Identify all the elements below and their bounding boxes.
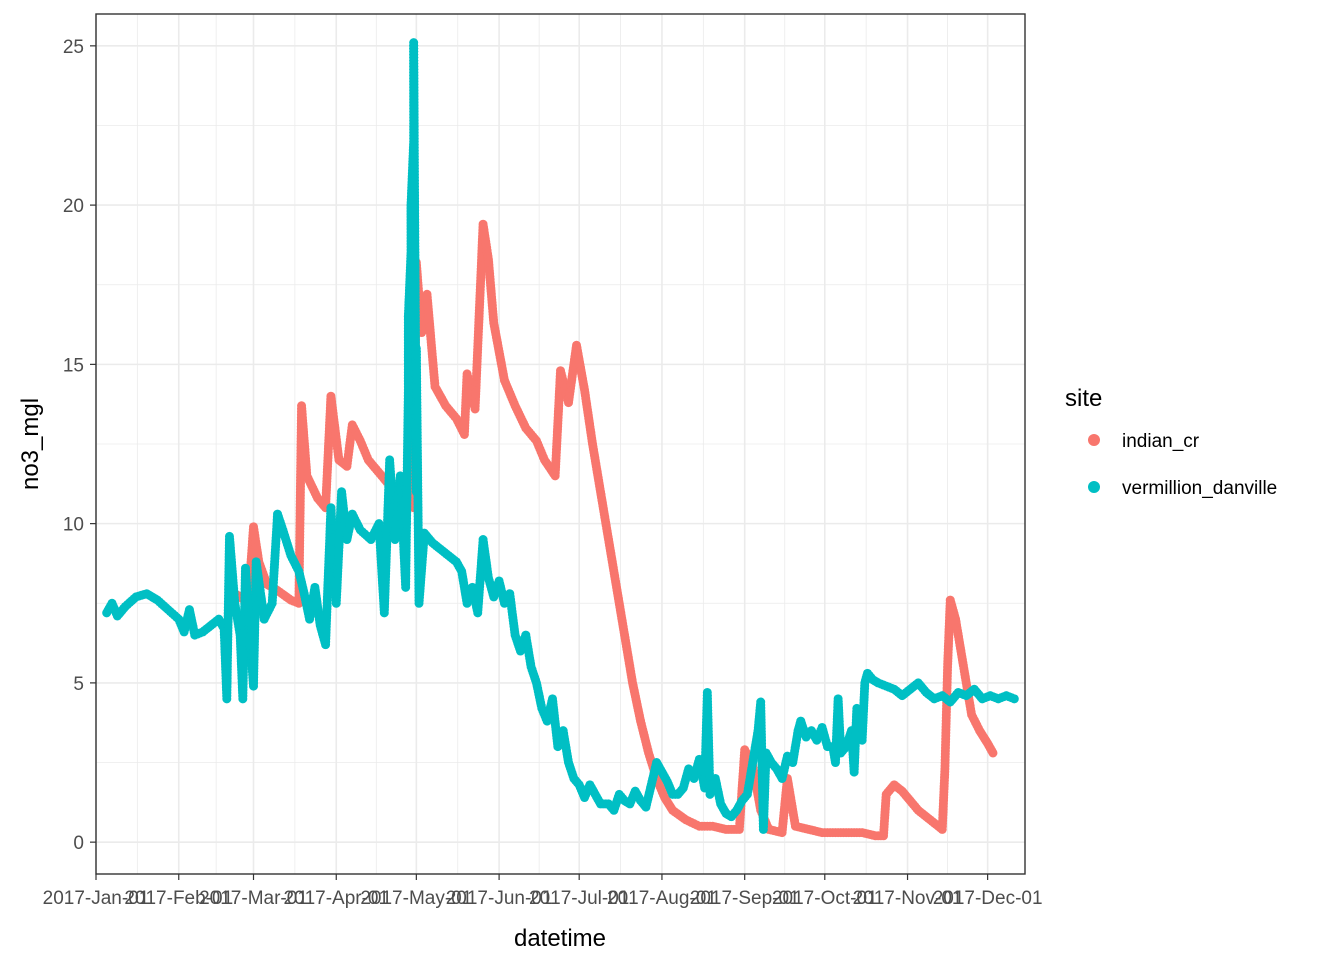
x-tick-label: 2017-Apr-01	[283, 888, 389, 909]
legend: site indian_cr vermillion_danville	[1065, 385, 1277, 499]
axes: 0 5 10 15 20 25 2017-Jan-012017-Feb-012017-Mar…	[43, 37, 1043, 909]
y-tick-label: 15	[63, 355, 84, 376]
x-tick-label: 2017-Aug-01	[607, 888, 717, 909]
legend-label-indian-cr: indian_cr	[1122, 431, 1200, 452]
data-points	[102, 38, 1019, 841]
x-axis-title: datetime	[514, 925, 606, 952]
series-indian_cr	[224, 219, 998, 841]
y-axis-title: no3_mgl	[17, 398, 44, 490]
x-tick-label: 2017-Dec-01	[933, 888, 1043, 909]
x-tick-label: 2017-Nov-01	[853, 888, 963, 909]
x-tick-label: 2017-Sep-01	[690, 888, 800, 909]
x-tick-label: 2017-Oct-01	[772, 888, 878, 909]
x-tick-label: 2017-Jan-01	[43, 888, 150, 909]
y-tick-label: 5	[73, 674, 84, 695]
x-tick-label: 2017-Jul-01	[529, 888, 629, 909]
y-tick-label: 20	[63, 196, 84, 217]
legend-label-vermillion-danville: vermillion_danville	[1122, 478, 1277, 499]
series-vermillion_danville	[102, 38, 1019, 834]
grid	[95, 14, 1025, 874]
x-tick-label: 2017-May-01	[360, 888, 472, 909]
y-tick-label: 0	[73, 833, 84, 854]
x-tick-label: 2017-Mar-01	[199, 888, 308, 909]
legend-title: site	[1065, 385, 1102, 412]
y-tick-label: 10	[63, 515, 84, 536]
plot-panel-border	[95, 13, 1026, 875]
x-tick-label: 2017-Jun-01	[446, 888, 553, 909]
y-tick-label: 25	[63, 37, 84, 58]
legend-key-indian-cr	[1088, 434, 1100, 446]
legend-key-vermillion-danville	[1088, 481, 1100, 493]
data-point	[988, 748, 998, 758]
data-point	[1009, 694, 1019, 704]
x-tick-label: 2017-Feb-01	[124, 888, 233, 909]
